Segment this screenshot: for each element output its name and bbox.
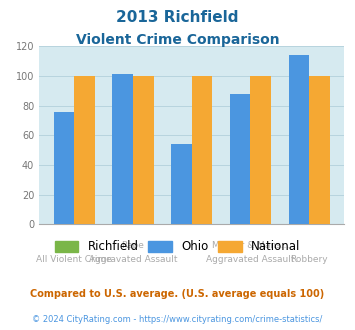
Text: Rape: Rape (121, 241, 144, 250)
Bar (309, 76, 330, 224)
Text: © 2024 CityRating.com - https://www.cityrating.com/crime-statistics/: © 2024 CityRating.com - https://www.city… (32, 315, 323, 324)
Text: All Violent Crime: All Violent Crime (37, 255, 112, 264)
Text: Murder & Mans...: Murder & Mans... (212, 241, 289, 250)
Text: Robbery: Robbery (290, 255, 328, 264)
Text: Violent Crime Comparison: Violent Crime Comparison (76, 33, 279, 47)
Text: 2013 Richfield: 2013 Richfield (116, 10, 239, 25)
Text: Aggravated Assault: Aggravated Assault (206, 255, 295, 264)
Bar (171, 144, 192, 224)
Text: Compared to U.S. average. (U.S. average equals 100): Compared to U.S. average. (U.S. average … (31, 289, 324, 299)
Bar (74, 76, 95, 224)
Bar (54, 112, 74, 224)
Bar (192, 76, 212, 224)
Bar (250, 76, 271, 224)
Bar (230, 94, 250, 224)
Bar (113, 75, 133, 224)
Text: Aggravated Assault: Aggravated Assault (89, 255, 177, 264)
Bar (289, 55, 309, 224)
Legend: Richfield, Ohio, National: Richfield, Ohio, National (50, 236, 305, 258)
Bar (133, 76, 153, 224)
